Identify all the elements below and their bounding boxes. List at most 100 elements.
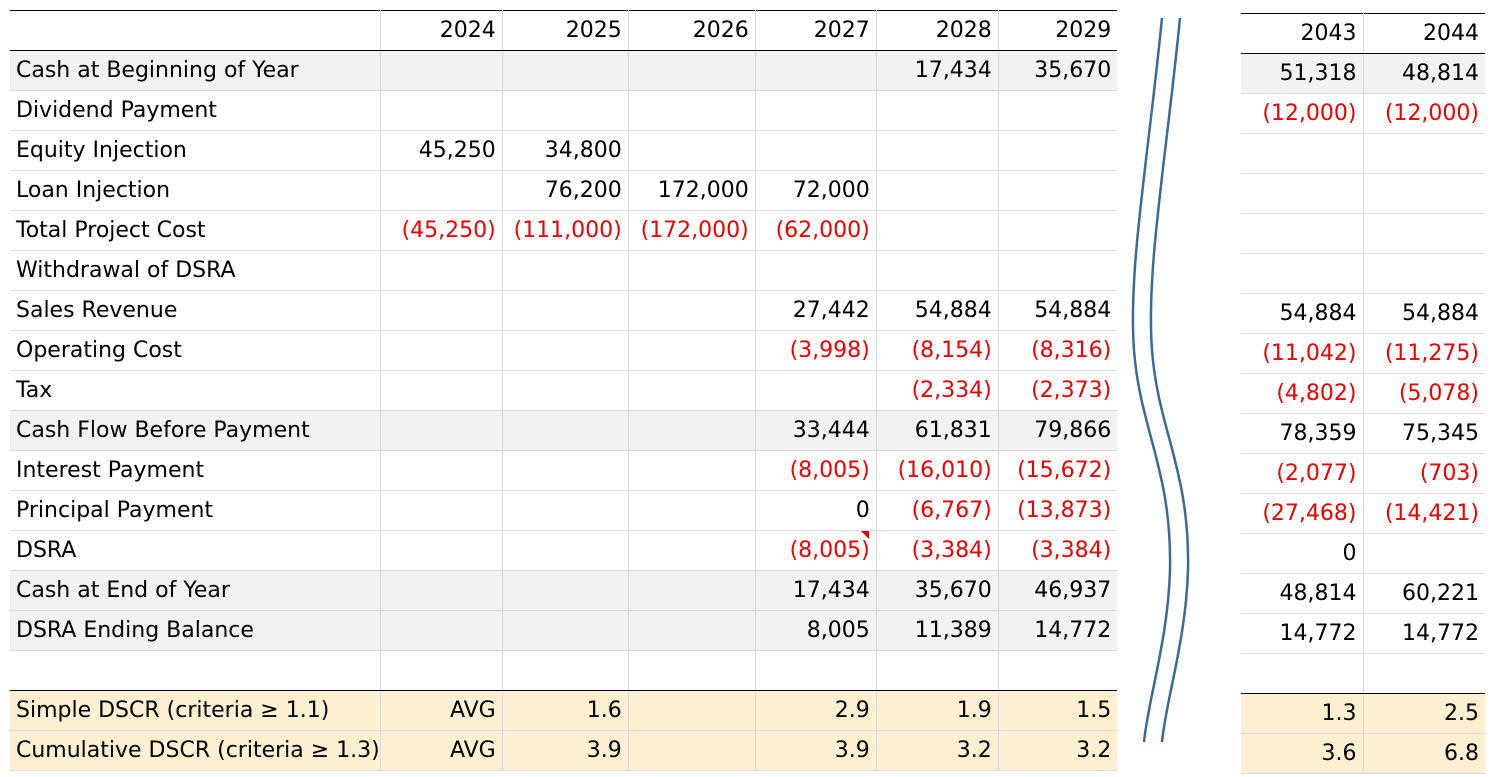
value-cell: 14,772 — [1363, 613, 1485, 654]
value-cell — [628, 570, 756, 611]
value-cell — [628, 410, 756, 451]
value-cell — [1241, 173, 1364, 214]
value-cell: (8,005) — [755, 450, 877, 491]
value-cell: 54,884 — [1363, 293, 1485, 334]
row-interest-payment: Interest Payment (8,005) (16,010) (15,672) — [10, 450, 1118, 491]
value-cell: 14,772 — [998, 610, 1118, 651]
value-cell — [628, 90, 756, 131]
value-cell: (4,802) — [1241, 373, 1364, 414]
cash-flow-table-later-years: 2043 2044 51,318 48,814 (12,000) (12,000) 54,8… — [1241, 13, 1485, 774]
value-cell — [1363, 133, 1485, 174]
year-header: 2044 — [1363, 13, 1485, 54]
value-cell — [628, 250, 756, 291]
value-cell: (12,000) — [1363, 93, 1485, 134]
value-cell: 45,250 — [380, 130, 503, 171]
row-dividend-payment: Dividend Payment — [10, 90, 1118, 131]
value-cell — [1363, 173, 1485, 214]
value-cell: (172,000) — [628, 210, 756, 251]
value-cell: 3.9 — [755, 730, 877, 771]
value-cell — [628, 290, 756, 331]
value-cell — [380, 90, 503, 131]
header-row: 2024 2025 2026 2027 2028 2029 — [10, 10, 1118, 51]
value-cell — [998, 650, 1118, 691]
value-cell — [502, 650, 629, 691]
value-cell — [628, 610, 756, 651]
value-cell — [502, 410, 629, 451]
row-tax: Tax (2,334) (2,373) — [10, 370, 1118, 411]
value-cell: (14,421) — [1363, 493, 1485, 534]
row-total-project-cost — [1241, 213, 1485, 254]
row-cumulative-dscr-criteria-1-3: Cumulative DSCR (criteria ≥ 1.3) AVG 3.9 3.… — [10, 730, 1118, 771]
year-header: 2028 — [876, 10, 999, 51]
row-label: Dividend Payment — [10, 90, 381, 131]
value-cell: 3.2 — [876, 730, 999, 771]
row-cash-at-beginning-of-year: Cash at Beginning of Year 17,434 35,670 — [10, 50, 1118, 91]
year-header: 2024 — [380, 10, 503, 51]
row-loan-injection: Loan Injection 76,200 172,000 72,000 — [10, 170, 1118, 211]
value-cell — [380, 570, 503, 611]
value-cell — [628, 530, 756, 571]
value-cell — [998, 90, 1118, 131]
value-cell: 54,884 — [998, 290, 1118, 331]
value-cell: 46,937 — [998, 570, 1118, 611]
value-cell — [628, 450, 756, 491]
value-cell: (2,077) — [1241, 453, 1364, 494]
value-cell — [628, 330, 756, 371]
value-cell — [628, 730, 756, 771]
row-label: Cash Flow Before Payment — [10, 410, 381, 451]
value-cell: 27,442 — [755, 290, 877, 331]
value-cell — [380, 330, 503, 371]
value-cell — [502, 330, 629, 371]
value-cell — [380, 490, 503, 531]
row-dsra: 0 — [1241, 533, 1485, 574]
value-cell — [876, 130, 999, 171]
row-sales-revenue: 54,884 54,884 — [1241, 293, 1485, 334]
value-cell — [1363, 213, 1485, 254]
row-label: Tax — [10, 370, 381, 411]
value-cell: 61,831 — [876, 410, 999, 451]
value-cell: (62,000) — [755, 210, 877, 251]
value-cell — [380, 650, 503, 691]
value-cell: 172,000 — [628, 170, 756, 211]
row-dsra: DSRA (8,005) (3,384) (3,384) — [10, 530, 1118, 571]
value-cell: (5,078) — [1363, 373, 1485, 414]
value-cell — [876, 90, 999, 131]
row-label: Total Project Cost — [10, 210, 381, 251]
value-cell: 17,434 — [876, 50, 999, 91]
row-principal-payment: Principal Payment 0 (6,767) (13,873) — [10, 490, 1118, 531]
value-cell — [998, 210, 1118, 251]
comment-indicator-icon[interactable] — [861, 531, 869, 539]
value-cell — [502, 530, 629, 571]
row-cumulative-dscr-criteria-1-3: 3.6 6.8 — [1241, 733, 1485, 774]
value-cell: 0 — [755, 490, 877, 531]
row-cash-flow-before-payment: 78,359 75,345 — [1241, 413, 1485, 454]
value-cell: 2.9 — [755, 690, 877, 731]
value-cell: 48,814 — [1241, 573, 1364, 614]
row-blank — [10, 650, 1118, 691]
header-corner-cell — [10, 10, 381, 51]
row-simple-dscr-criteria-1-1: 1.3 2.5 — [1241, 693, 1485, 734]
value-cell: (16,010) — [876, 450, 999, 491]
value-cell: (11,042) — [1241, 333, 1364, 374]
row-equity-injection — [1241, 133, 1485, 174]
value-cell — [1241, 653, 1364, 694]
value-cell — [876, 250, 999, 291]
value-cell: (15,672) — [998, 450, 1118, 491]
value-cell: 33,444 — [755, 410, 877, 451]
value-cell — [755, 50, 877, 91]
value-cell — [380, 250, 503, 291]
value-cell — [380, 170, 503, 211]
row-label: Withdrawal of DSRA — [10, 250, 381, 291]
value-cell — [380, 290, 503, 331]
value-cell: 3.2 — [998, 730, 1118, 771]
value-cell — [502, 450, 629, 491]
value-cell — [628, 490, 756, 531]
value-cell: (8,316) — [998, 330, 1118, 371]
row-cash-flow-before-payment: Cash Flow Before Payment 33,444 61,831 79,8… — [10, 410, 1118, 451]
value-cell — [876, 170, 999, 211]
value-cell: (8,005) — [755, 530, 877, 571]
value-cell: 0 — [1241, 533, 1364, 574]
row-label: DSRA Ending Balance — [10, 610, 381, 651]
row-label: Principal Payment — [10, 490, 381, 531]
value-cell: AVG — [380, 730, 503, 771]
